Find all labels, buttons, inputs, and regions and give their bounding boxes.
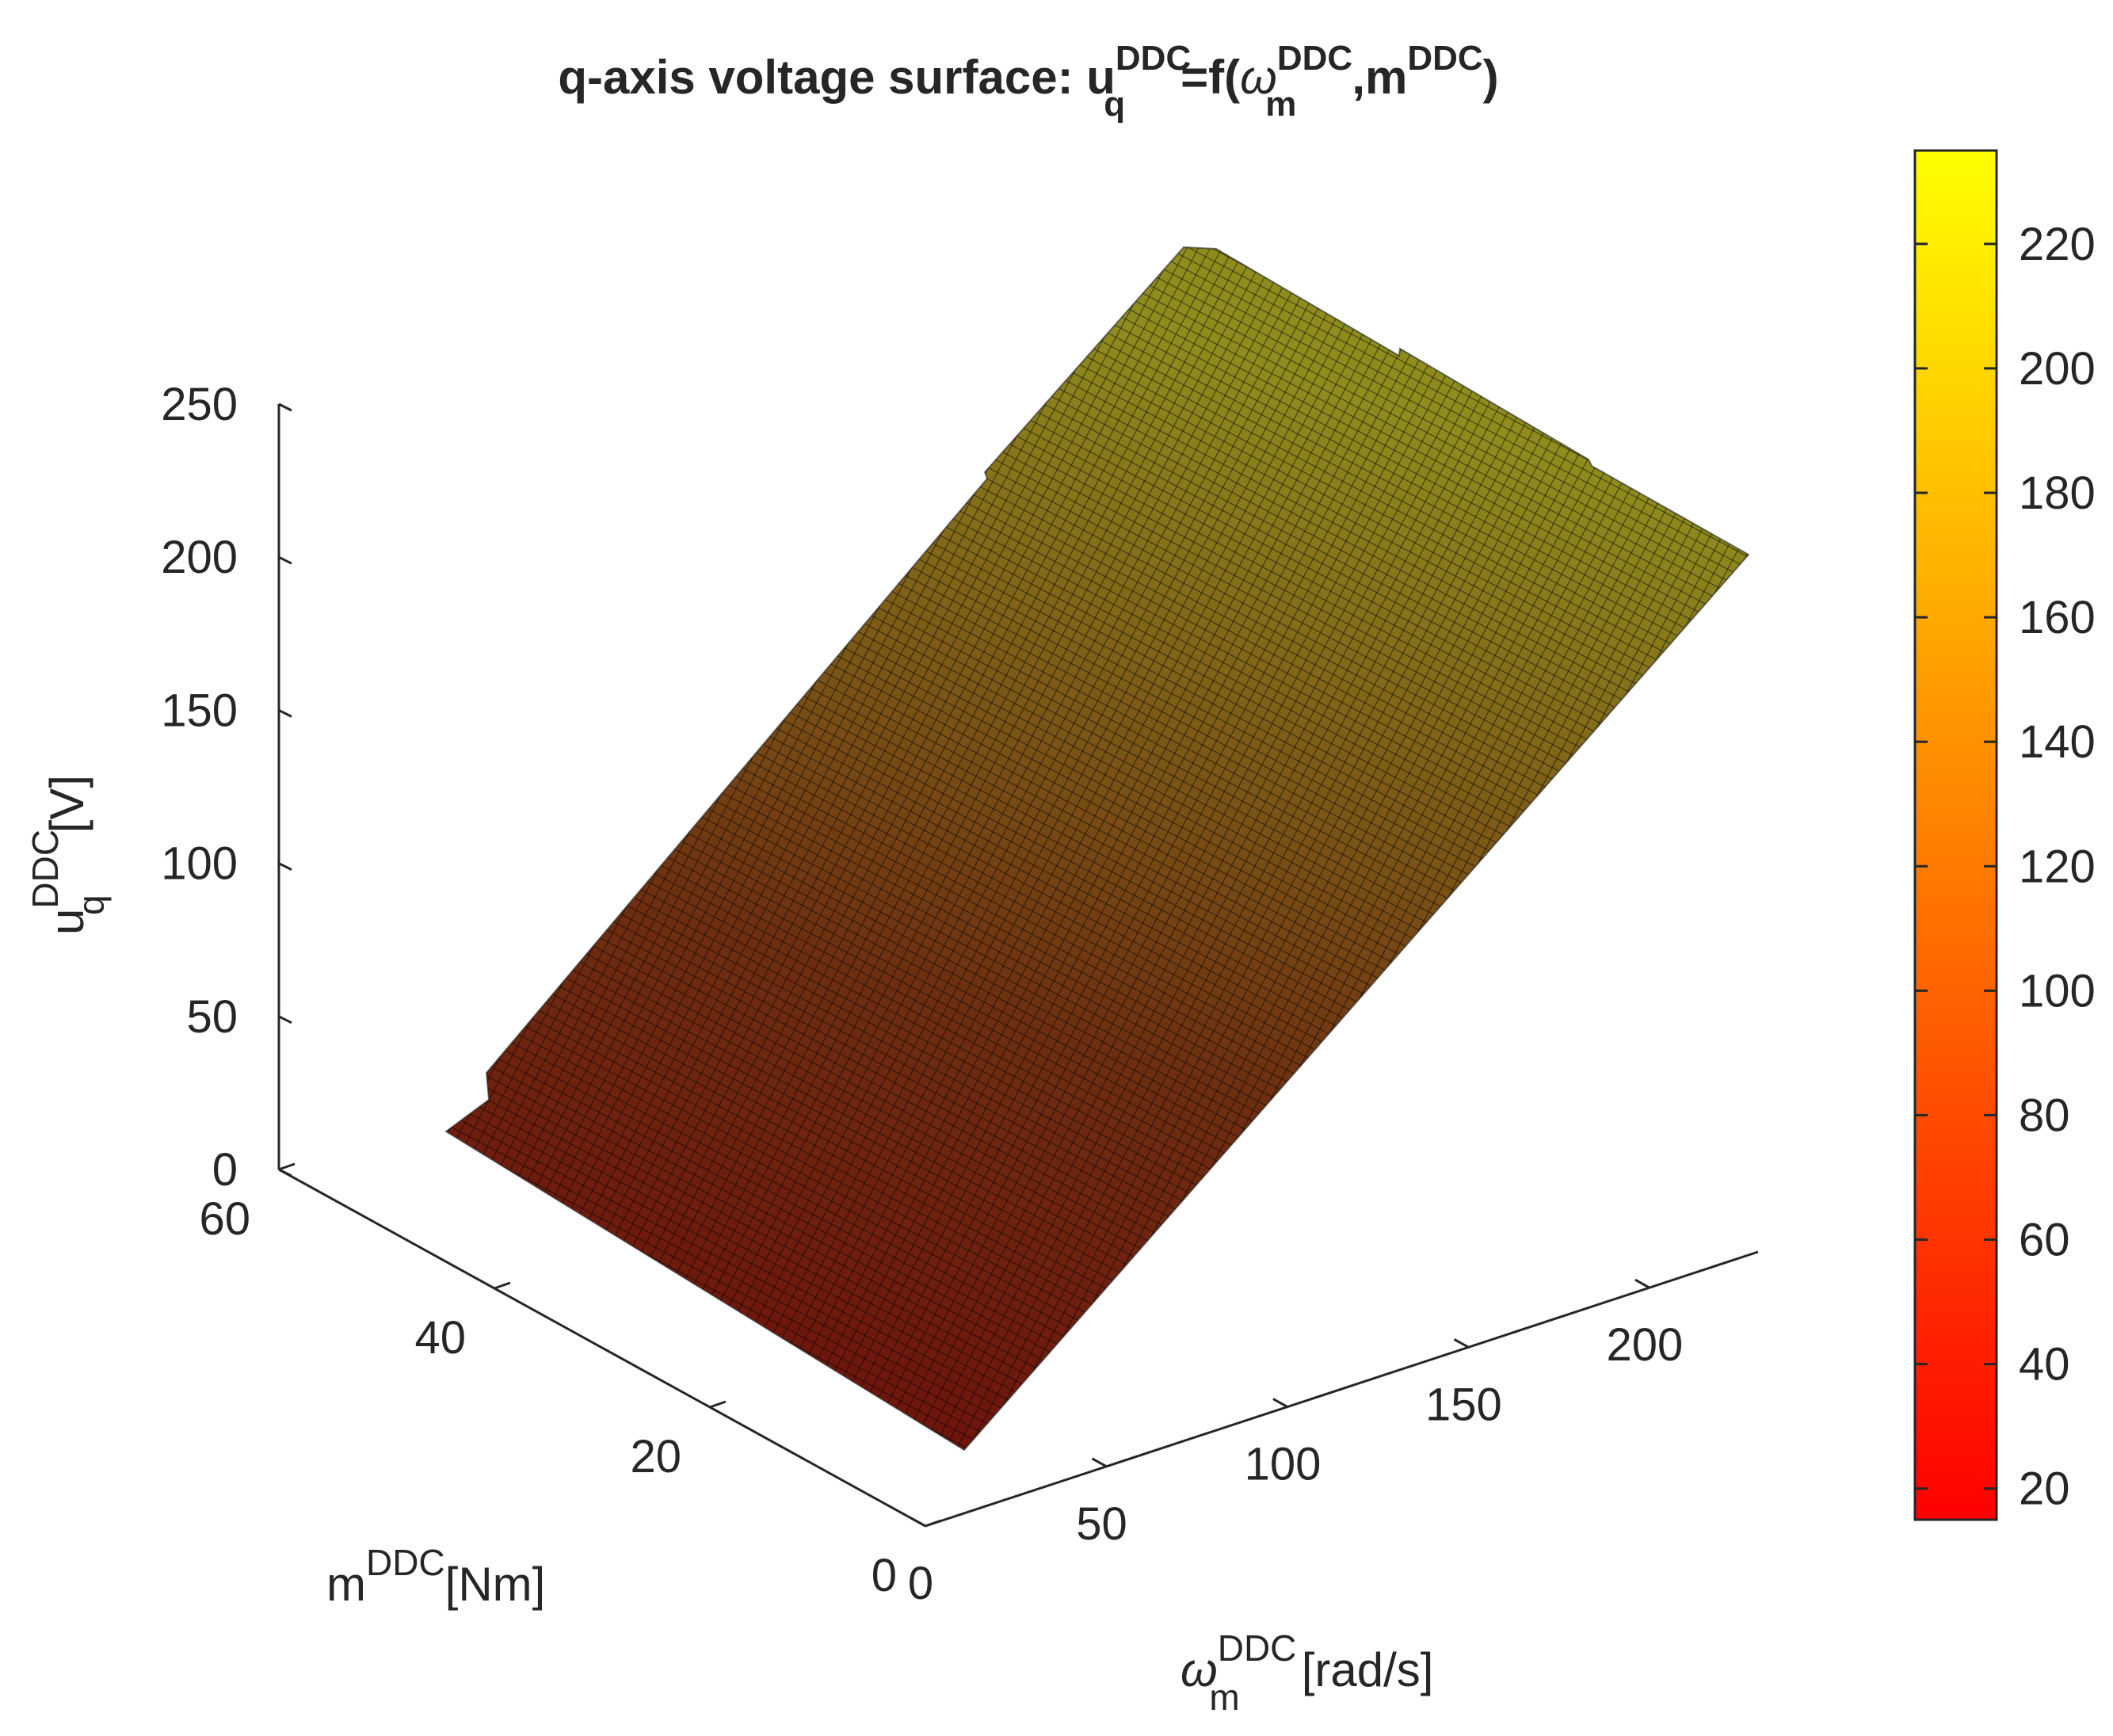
colorbar-tick-label: 140 [2019, 716, 2096, 768]
y-axis-label: mDDC[Nm] [326, 1542, 545, 1611]
x-tick-mark [1091, 1457, 1108, 1468]
x-tick-label: 0 [908, 1558, 933, 1609]
z-tick-mark [278, 709, 292, 718]
z-ticks: 0 50 100 150 200 250 [161, 379, 292, 1196]
z-tick-mark [278, 403, 292, 412]
colorbar-ticks: 20 40 60 80 100 120 140 160 180 200 220 [1915, 219, 2096, 1515]
surface-edge [444, 246, 1750, 1452]
x-tick-label: 200 [1607, 1319, 1684, 1371]
x-tick-label: 100 [1245, 1439, 1322, 1490]
surface-mesh [446, 247, 1749, 1450]
colorbar-tick-label: 220 [2019, 219, 2096, 270]
y-axis-line [278, 1168, 926, 1528]
y-tick-mark [925, 1519, 942, 1528]
surface-plot [444, 246, 1750, 1452]
y-tick-label: 40 [414, 1312, 466, 1364]
colorbar-gradient [1913, 149, 1998, 1521]
x-tick-mark [1634, 1278, 1650, 1289]
z-tick-label: 100 [161, 838, 238, 890]
colorbar-tick-label: 200 [2019, 343, 2096, 395]
chart-title: q-axis voltage surface: uDDC q=f(ωDDC m,mD… [558, 39, 1498, 124]
x-tick-mark [1453, 1338, 1470, 1349]
x-tick-label: 50 [1076, 1498, 1127, 1550]
colorbar-tick-label: 60 [2019, 1215, 2070, 1266]
x-axis-line [925, 1250, 1759, 1528]
colorbar-tick-label: 40 [2019, 1339, 2070, 1391]
x-tick-label: 150 [1425, 1379, 1502, 1430]
z-tick-label: 150 [161, 685, 238, 736]
z-tick-label: 0 [212, 1144, 238, 1196]
colorbar-tick-label: 180 [2019, 467, 2096, 519]
y-tick-mark [709, 1400, 727, 1409]
title-sub-m: m [1265, 85, 1296, 124]
colorbar-tick-label: 100 [2019, 965, 2096, 1017]
z-axis-label: uDDC q[V] [25, 775, 112, 935]
z-label-sub: q [71, 895, 112, 915]
y-tick-mark [278, 1162, 296, 1171]
title-sup-ddc-3: DDC [1407, 39, 1482, 78]
z-tick-mark [278, 1168, 292, 1177]
y-tick-label: 60 [199, 1193, 250, 1245]
colorbar: 20 40 60 80 100 120 140 160 180 200 220 [1913, 149, 2096, 1521]
x-ticks: 0 50 100 150 200 [908, 1278, 1684, 1609]
colorbar-tick-label: 80 [2019, 1089, 2070, 1141]
colorbar-tick-label: 120 [2019, 841, 2096, 892]
y-tick-label: 20 [630, 1431, 681, 1482]
y-tick-label: 0 [872, 1550, 897, 1601]
z-tick-label: 250 [161, 379, 238, 430]
colorbar-tick-label: 160 [2019, 592, 2096, 643]
z-tick-label: 50 [186, 991, 238, 1043]
x-label-sup: DDC [1218, 1627, 1297, 1669]
x-tick-mark [1272, 1398, 1288, 1408]
z-tick-mark [278, 862, 292, 871]
x-axis-label: ωDDC m[rad/s] [1180, 1627, 1433, 1718]
axes-lines [277, 404, 1759, 1528]
y-tick-mark [494, 1281, 511, 1290]
y-ticks: 0 20 40 60 [199, 1162, 942, 1601]
z-label-sup: DDC [25, 830, 66, 909]
y-label-sup: DDC [366, 1542, 445, 1583]
x-label-sub: m [1209, 1677, 1239, 1718]
title-sup-ddc-1: DDC [1116, 39, 1191, 78]
z-tick-mark [278, 555, 292, 565]
title-sup-ddc-2: DDC [1277, 39, 1352, 78]
z-tick-label: 200 [161, 532, 238, 583]
colorbar-tick-label: 20 [2019, 1463, 2070, 1515]
z-tick-mark [278, 1015, 292, 1024]
x-tick-mark [910, 1517, 926, 1528]
title-sub-q: q [1104, 85, 1125, 124]
